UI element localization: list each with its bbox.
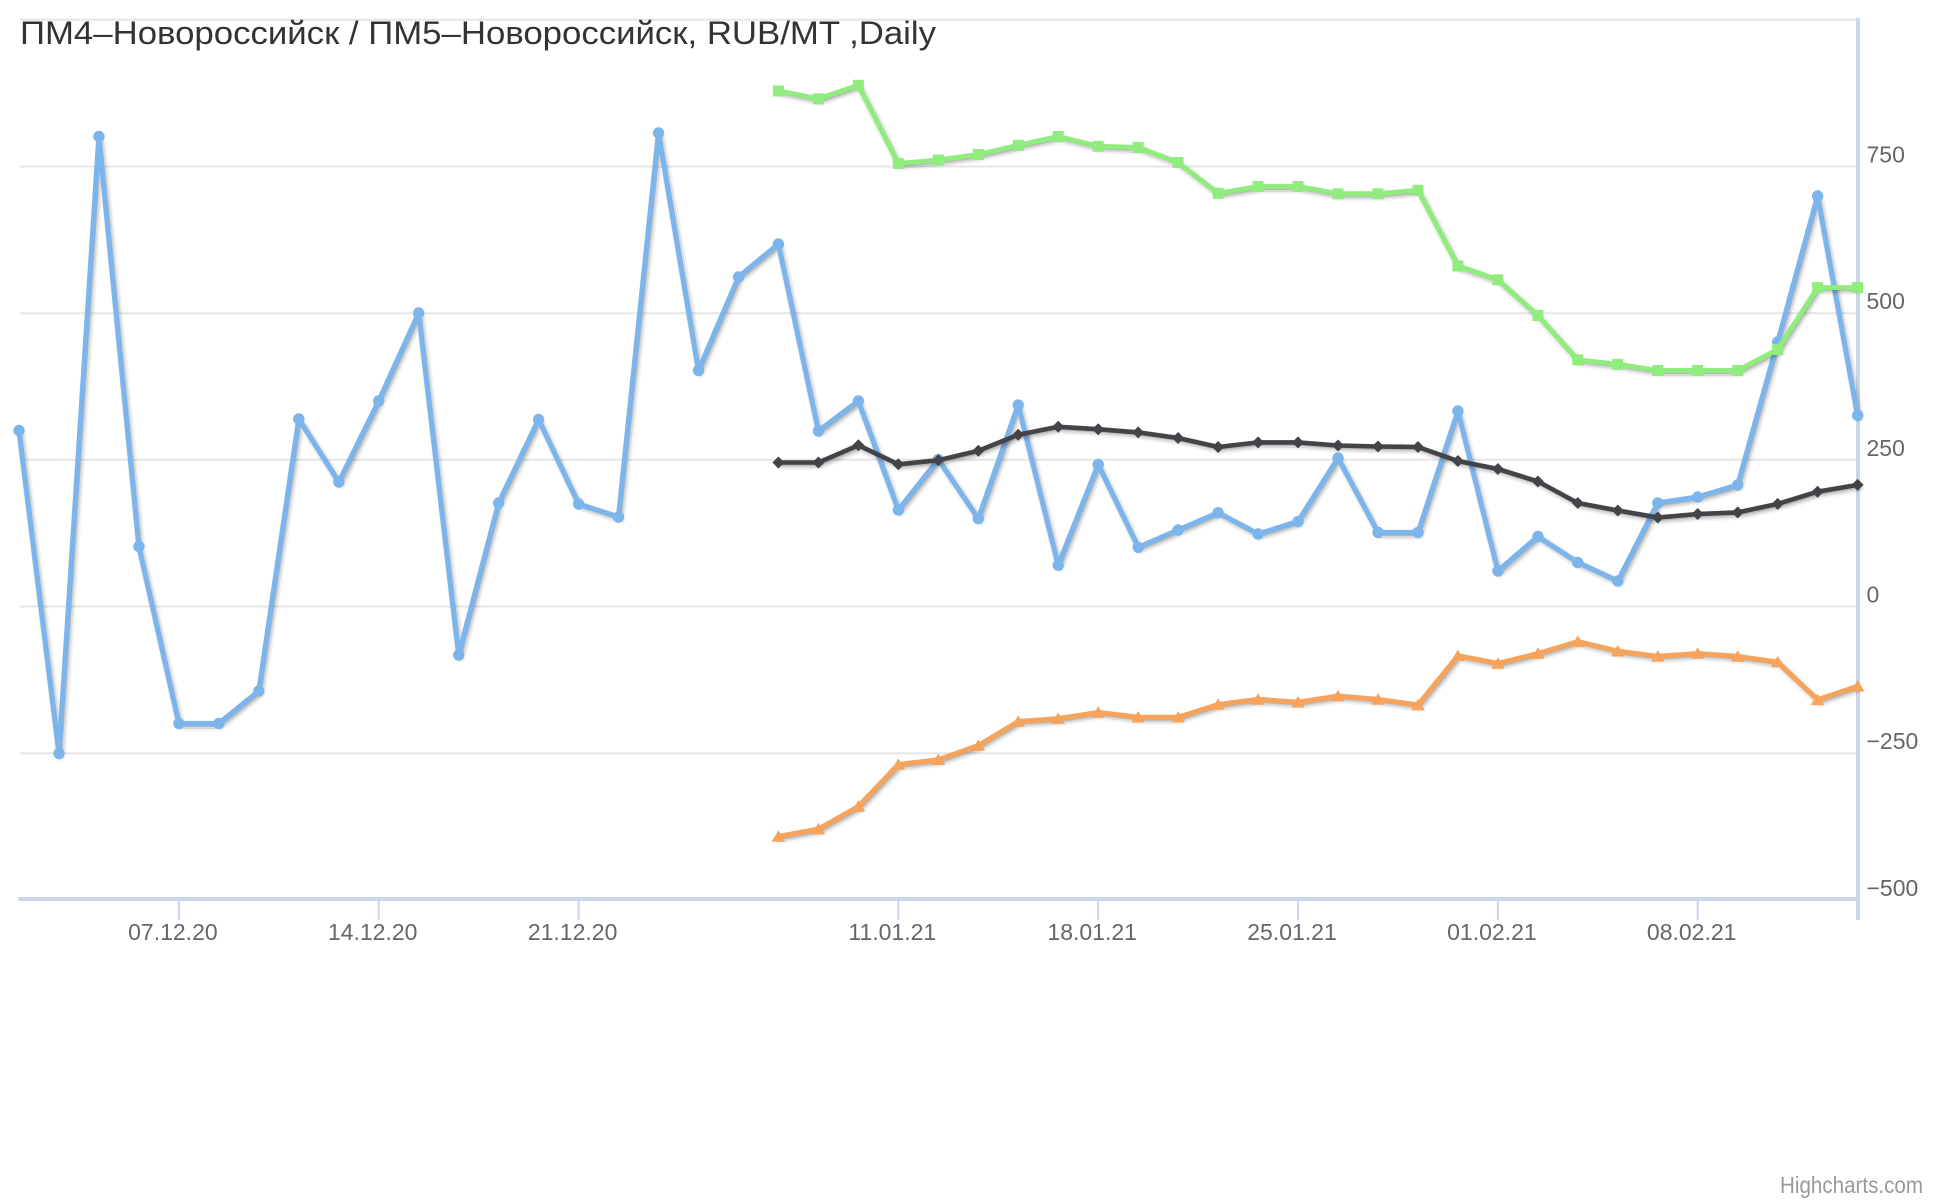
svg-text:−250: −250 <box>1867 728 1919 754</box>
svg-text:Highcharts.com: Highcharts.com <box>1780 1172 1923 1198</box>
svg-text:21.12.20: 21.12.20 <box>528 919 618 945</box>
svg-text:25.01.21: 25.01.21 <box>1247 919 1337 945</box>
svg-text:14.12.20: 14.12.20 <box>328 919 418 945</box>
svg-text:18.01.21: 18.01.21 <box>1047 919 1137 945</box>
svg-text:750: 750 <box>1867 142 1905 168</box>
svg-text:08.02.21: 08.02.21 <box>1647 919 1737 945</box>
svg-text:11.01.21: 11.01.21 <box>848 919 936 945</box>
svg-text:0: 0 <box>1867 582 1880 608</box>
svg-text:500: 500 <box>1867 288 1905 314</box>
svg-text:01.02.21: 01.02.21 <box>1447 919 1537 945</box>
svg-text:−500: −500 <box>1867 875 1919 901</box>
svg-text:250: 250 <box>1867 435 1905 461</box>
svg-text:ПМ4–Новороссийск / ПМ5–Новорос: ПМ4–Новороссийск / ПМ5–Новороссийск, RUB… <box>20 15 936 51</box>
svg-text:07.12.20: 07.12.20 <box>128 919 218 945</box>
